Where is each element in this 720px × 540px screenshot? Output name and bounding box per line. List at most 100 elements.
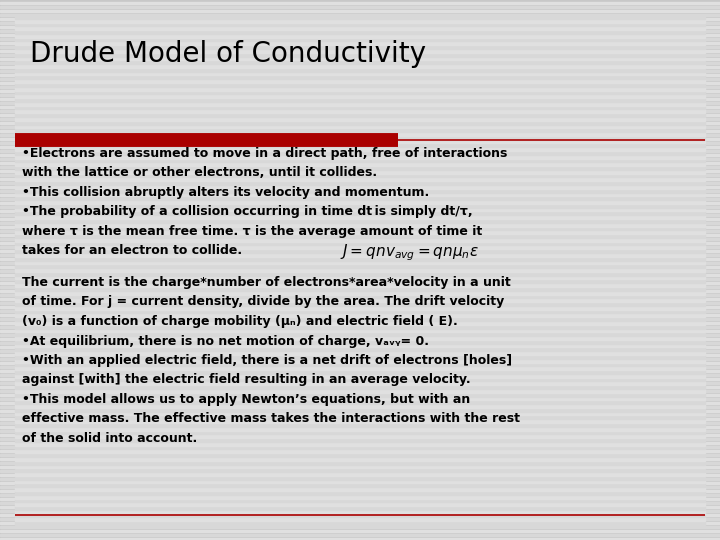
Bar xyxy=(15,132,705,136)
Text: effective mass. The effective mass takes the interactions with the rest: effective mass. The effective mass takes… xyxy=(22,413,520,426)
Bar xyxy=(15,57,705,60)
Bar xyxy=(15,185,705,189)
Bar xyxy=(15,106,705,110)
Bar xyxy=(0,374,720,376)
Bar xyxy=(15,343,705,347)
Bar xyxy=(15,53,705,57)
Bar xyxy=(15,76,705,79)
Bar xyxy=(0,206,720,208)
Bar xyxy=(15,200,705,204)
Bar xyxy=(0,54,720,56)
Bar xyxy=(0,434,720,436)
Bar xyxy=(0,170,720,172)
Text: of the solid into account.: of the solid into account. xyxy=(22,432,197,445)
Bar xyxy=(15,15,705,19)
Bar xyxy=(0,182,720,184)
Bar xyxy=(0,382,720,384)
Bar xyxy=(0,258,720,260)
Bar xyxy=(0,330,720,332)
Bar xyxy=(0,166,720,168)
Bar xyxy=(15,415,705,419)
Bar xyxy=(0,322,720,324)
Bar xyxy=(15,495,705,498)
Bar xyxy=(15,91,705,94)
Bar xyxy=(0,226,720,228)
Bar xyxy=(0,318,720,320)
Bar xyxy=(0,94,720,96)
Bar xyxy=(15,328,705,332)
Bar xyxy=(15,208,705,212)
Bar xyxy=(15,366,705,370)
Bar xyxy=(0,334,720,336)
Text: •The probability of a collision occurring in time dt is simply dt/τ,: •The probability of a collision occurrin… xyxy=(22,206,472,219)
Bar xyxy=(15,487,705,491)
Bar xyxy=(0,190,720,192)
Bar xyxy=(15,483,705,487)
Bar xyxy=(15,163,705,166)
Bar xyxy=(15,287,705,291)
Bar xyxy=(15,72,705,76)
Bar xyxy=(0,58,720,60)
Bar xyxy=(0,418,720,420)
Bar xyxy=(15,359,705,362)
Bar xyxy=(15,178,705,181)
Bar xyxy=(15,434,705,438)
Bar xyxy=(15,381,705,385)
Bar xyxy=(15,155,705,159)
Bar xyxy=(15,400,705,404)
Bar xyxy=(0,414,720,416)
Bar xyxy=(0,494,720,496)
Bar xyxy=(15,234,705,238)
Bar xyxy=(0,138,720,140)
Bar xyxy=(15,347,705,351)
Bar xyxy=(15,351,705,355)
Bar xyxy=(15,215,705,219)
Bar xyxy=(0,22,720,24)
Bar xyxy=(15,309,705,313)
Bar xyxy=(15,166,705,170)
Bar xyxy=(0,6,720,8)
Bar xyxy=(0,2,720,4)
Bar xyxy=(0,442,720,444)
Bar xyxy=(0,150,720,152)
Bar xyxy=(0,402,720,404)
Bar xyxy=(15,355,705,359)
Bar xyxy=(0,342,720,344)
Bar xyxy=(15,249,705,253)
Bar xyxy=(15,517,705,521)
Bar xyxy=(15,446,705,449)
Bar xyxy=(15,464,705,468)
Bar xyxy=(0,246,720,248)
Bar xyxy=(15,423,705,427)
Bar xyxy=(0,306,720,308)
Text: •This model allows us to apply Newton’s equations, but with an: •This model allows us to apply Newton’s … xyxy=(22,393,470,406)
Bar xyxy=(0,262,720,264)
Bar xyxy=(0,410,720,412)
Bar xyxy=(0,366,720,368)
Bar xyxy=(0,298,720,300)
Bar xyxy=(0,454,720,456)
Bar xyxy=(15,117,705,121)
Bar xyxy=(0,50,720,52)
Bar xyxy=(15,385,705,389)
Bar xyxy=(15,102,705,106)
Bar xyxy=(0,194,720,196)
Bar xyxy=(0,462,720,464)
Bar xyxy=(0,122,720,124)
Bar xyxy=(0,282,720,284)
Bar xyxy=(0,406,720,408)
Bar xyxy=(0,506,720,508)
Bar xyxy=(15,306,705,309)
Bar xyxy=(15,472,705,476)
Bar xyxy=(15,389,705,393)
Bar xyxy=(15,340,705,343)
Bar xyxy=(15,332,705,336)
Bar xyxy=(15,393,705,396)
Bar xyxy=(15,476,705,480)
Bar xyxy=(15,83,705,87)
Bar xyxy=(0,274,720,276)
Bar xyxy=(15,302,705,306)
Bar xyxy=(15,246,705,249)
Bar xyxy=(0,398,720,400)
Bar xyxy=(0,38,720,40)
